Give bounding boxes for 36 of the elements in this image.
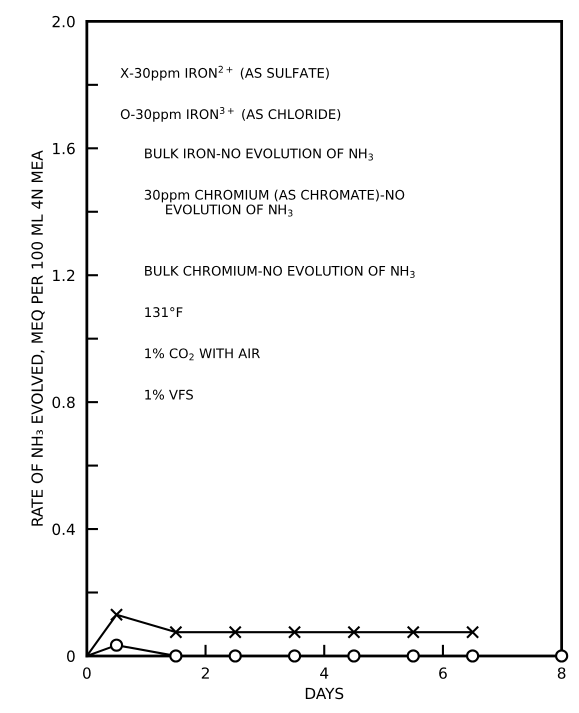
point bbox=[288, 649, 302, 663]
annotation: 1% VFS bbox=[145, 390, 193, 400]
x-tick-label: 6 bbox=[439, 667, 447, 679]
point bbox=[555, 649, 568, 663]
point bbox=[347, 649, 361, 663]
y-tick-label: 0 bbox=[67, 650, 75, 662]
annotation: X-30ppm IRON$^{2+}$ (AS SULFATE) bbox=[120, 66, 329, 80]
y-tick-label: 0.4 bbox=[52, 524, 75, 536]
y-tick-label: 1.6 bbox=[53, 142, 75, 154]
annotation: 131°F bbox=[145, 307, 182, 318]
point bbox=[169, 626, 182, 639]
point bbox=[228, 626, 242, 639]
annotation: BULK IRON-NO EVOLUTION OF NH$_{3}$ bbox=[145, 148, 373, 161]
y-axis-title: RATE OF NH₃ EVOLVED, MEQ PER 100 ML 4N MEA bbox=[31, 150, 45, 526]
y-tick-label: 2.0 bbox=[52, 16, 75, 28]
annotation: 1% CO$_{2}$ WITH AIR bbox=[145, 348, 260, 360]
x-tick-label: 2 bbox=[202, 667, 209, 679]
point bbox=[288, 626, 302, 639]
annotation: BULK CHROMIUM-NO EVOLUTION OF NH$_{3}$ bbox=[145, 266, 415, 278]
point bbox=[466, 649, 480, 663]
x-tick-label: 8 bbox=[558, 667, 566, 679]
annotation: 30ppm CHROMIUM (AS CHROMATE)-NO EVOLUTION OF NH$_{3}$ bbox=[144, 190, 404, 217]
point bbox=[406, 649, 420, 663]
x-tick-label: 4 bbox=[320, 668, 328, 679]
point bbox=[347, 626, 361, 639]
point bbox=[228, 649, 242, 663]
point bbox=[169, 649, 182, 663]
point bbox=[466, 626, 480, 639]
y-tick-label: 1.2 bbox=[53, 270, 74, 282]
point bbox=[406, 626, 420, 639]
point bbox=[110, 608, 124, 622]
y-tick-label: 0.8 bbox=[52, 396, 75, 408]
x-axis-title: DAYS bbox=[306, 688, 344, 700]
x-tick-label: 0 bbox=[82, 667, 91, 679]
point bbox=[110, 638, 124, 652]
annotation: O-30ppm IRON$^{3+}$ (AS CHLORIDE) bbox=[120, 107, 340, 122]
